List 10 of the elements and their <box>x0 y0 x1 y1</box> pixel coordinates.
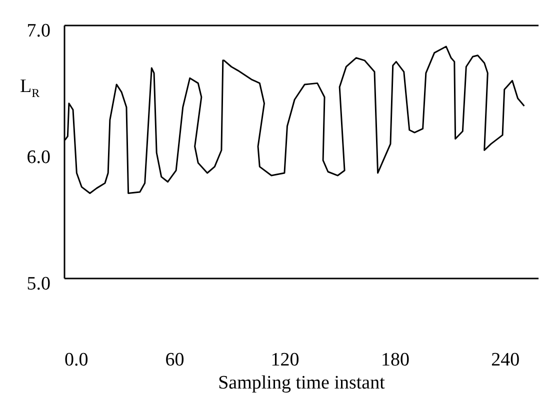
x-tick-label: 240 <box>491 350 520 370</box>
y-tick-label: 7.0 <box>26 20 50 42</box>
x-tick-label: 60 <box>165 350 184 370</box>
x-tick-label: 180 <box>380 350 410 370</box>
x-tick-label: 0.0 <box>64 350 88 370</box>
y-tick-label: 6.0 <box>26 147 50 168</box>
x-tick-label: 120 <box>270 350 300 370</box>
x-axis-title: Sampling time instant <box>218 372 386 394</box>
y-tick-label: 5.0 <box>26 274 50 294</box>
y-axis-title: L$_{R}$ <box>20 76 40 101</box>
